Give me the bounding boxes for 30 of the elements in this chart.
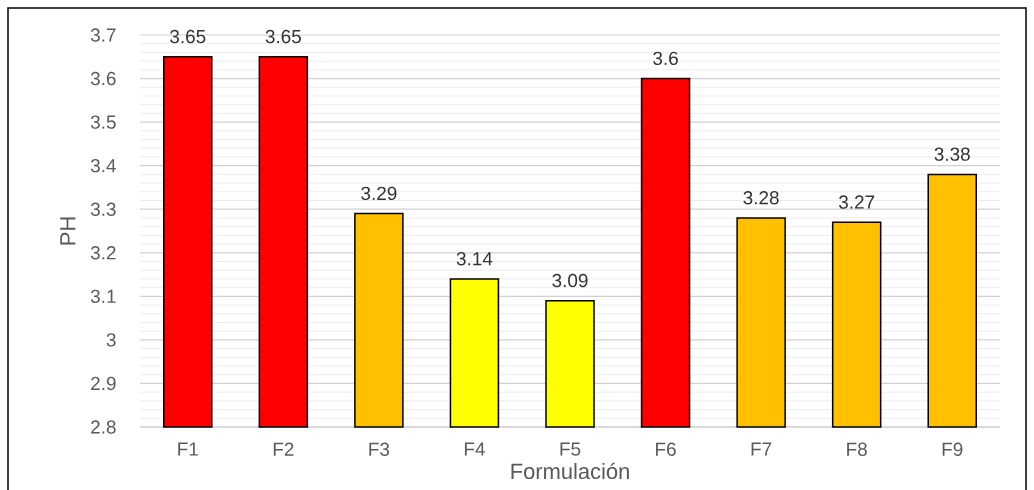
x-tick-label: F9 [942, 442, 963, 456]
x-tick-label: F8 [847, 442, 867, 456]
data-label: 3.65 [265, 29, 301, 44]
data-label: 3.65 [170, 29, 206, 44]
data-label: 3.14 [456, 251, 493, 266]
y-tick-label: 3.5 [90, 115, 116, 129]
y-tick-label: 2.9 [91, 376, 116, 391]
y-tick-label: 3.2 [90, 246, 116, 260]
x-tick-label: F3 [369, 442, 390, 456]
y-tick-label: 3.7 [90, 28, 116, 42]
y-axis-title: PH [60, 217, 76, 245]
x-tick-label: F4 [464, 442, 485, 456]
data-label: 3.38 [934, 147, 970, 161]
x-tick-label: F5 [560, 442, 581, 456]
y-tick-label: 3.3 [90, 202, 116, 216]
data-label: 3.6 [653, 51, 678, 66]
x-axis-title: Formulación [511, 462, 629, 480]
y-tick-label: 3 [106, 333, 116, 347]
x-tick-label: F1 [178, 442, 198, 456]
y-tick-label: 3.1 [90, 289, 116, 304]
data-label: 3.29 [361, 186, 397, 201]
y-tick-label: 3.4 [90, 158, 116, 173]
x-tick-label: F2 [273, 442, 294, 456]
data-label: 3.28 [743, 191, 779, 205]
data-label: 3.09 [552, 273, 588, 288]
x-tick-label: F6 [656, 442, 676, 456]
y-tick-label: 2.8 [91, 420, 116, 434]
x-tick-label: F7 [751, 442, 772, 456]
data-label: 3.27 [838, 195, 875, 209]
y-tick-label: 3.6 [90, 71, 116, 86]
